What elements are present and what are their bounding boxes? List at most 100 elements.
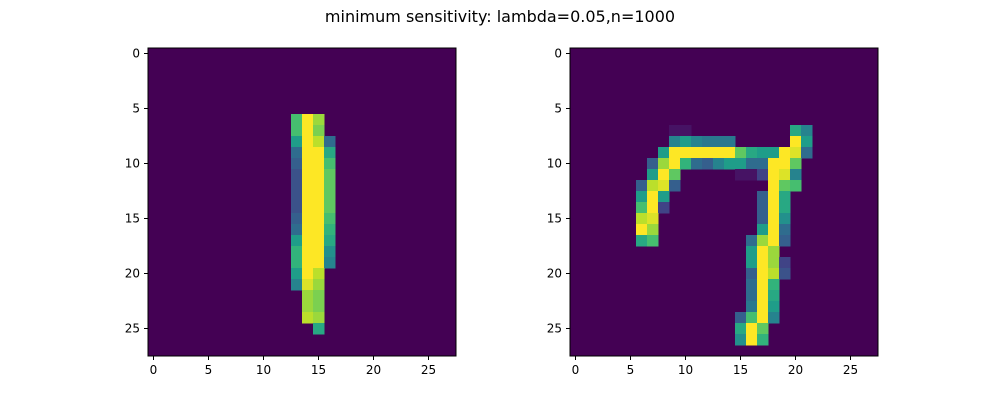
heatmap-cell bbox=[636, 213, 648, 225]
heatmap-cell bbox=[757, 147, 769, 159]
heatmap-cell bbox=[757, 213, 769, 225]
heatmap-cell bbox=[636, 202, 648, 214]
heatmap-cell bbox=[324, 191, 336, 203]
heatmap-cell bbox=[291, 180, 303, 192]
heatmap-cell bbox=[313, 114, 325, 126]
heatmap-cell bbox=[324, 224, 336, 236]
heatmap-cell bbox=[768, 147, 780, 159]
heatmap-cell bbox=[724, 158, 736, 170]
heatmap-cell bbox=[658, 191, 670, 203]
y-tick-label: 5 bbox=[554, 102, 562, 116]
heatmap-cell bbox=[779, 191, 791, 203]
heatmap-cell bbox=[757, 334, 769, 346]
heatmap-cell bbox=[735, 312, 747, 324]
heatmap-cell bbox=[302, 312, 314, 324]
x-tick-label: 0 bbox=[572, 363, 580, 377]
heatmap-cell bbox=[691, 147, 703, 159]
heatmap-cell bbox=[291, 158, 303, 170]
heatmap-cell bbox=[768, 180, 780, 192]
x-tick-label: 0 bbox=[150, 363, 158, 377]
heatmap-cell bbox=[313, 213, 325, 225]
x-tick-label: 5 bbox=[205, 363, 213, 377]
heatmap-cell bbox=[779, 180, 791, 192]
heatmap-cell bbox=[291, 169, 303, 181]
heatmap-cell bbox=[324, 169, 336, 181]
heatmap-cell bbox=[768, 169, 780, 181]
heatmap-cell bbox=[302, 268, 314, 280]
heatmap-cell bbox=[324, 136, 336, 148]
heatmap-cell bbox=[801, 136, 813, 148]
heatmap-cell bbox=[658, 158, 670, 170]
heatmap-cell bbox=[768, 235, 780, 247]
heatmap-cell bbox=[702, 136, 714, 148]
heatmap-cell bbox=[768, 158, 780, 170]
heatmap-cell bbox=[735, 147, 747, 159]
heatmap-cell bbox=[779, 147, 791, 159]
heatmap-cell bbox=[746, 290, 758, 302]
y-tick-label: 0 bbox=[132, 47, 140, 61]
x-tick-label: 5 bbox=[627, 363, 635, 377]
heatmap-cell bbox=[680, 136, 692, 148]
heatmap-cell bbox=[757, 169, 769, 181]
heatmap-cell bbox=[768, 301, 780, 313]
heatmap-cell bbox=[647, 180, 659, 192]
heatmap-cell bbox=[313, 257, 325, 269]
heatmap-cell bbox=[302, 169, 314, 181]
heatmap-cell bbox=[713, 147, 725, 159]
heatmap-cell bbox=[768, 202, 780, 214]
heatmap-cell bbox=[302, 147, 314, 159]
heatmap-cell bbox=[768, 191, 780, 203]
heatmap-cell bbox=[779, 235, 791, 247]
heatmap-cell bbox=[313, 169, 325, 181]
heatmap-cell bbox=[790, 169, 802, 181]
heatmap-cell bbox=[768, 312, 780, 324]
heatmap-cell bbox=[746, 147, 758, 159]
y-tick-label: 5 bbox=[132, 102, 140, 116]
y-tick-label: 15 bbox=[125, 212, 140, 226]
heatmap-cell bbox=[291, 224, 303, 236]
heatmap-cell bbox=[724, 136, 736, 148]
heatmap-cell bbox=[313, 136, 325, 148]
heatmap-cell bbox=[790, 180, 802, 192]
heatmap-cell bbox=[779, 257, 791, 269]
x-tick-label: 25 bbox=[843, 363, 858, 377]
heatmap-cell bbox=[647, 213, 659, 225]
right-heatmap-panel: 0 5 10 15 20 25 0 5 10 15 20 25 bbox=[547, 47, 879, 377]
heatmap-cell bbox=[302, 191, 314, 203]
heatmap-cell bbox=[324, 213, 336, 225]
x-tick-label: 10 bbox=[678, 363, 693, 377]
heatmap-cell bbox=[768, 213, 780, 225]
heatmap-cell bbox=[779, 224, 791, 236]
heatmap-cell bbox=[691, 136, 703, 148]
heatmap-cell bbox=[313, 323, 325, 335]
heatmap-cell bbox=[313, 290, 325, 302]
heatmap-cell bbox=[779, 158, 791, 170]
heatmap-cell bbox=[757, 279, 769, 291]
heatmap-cell bbox=[291, 246, 303, 258]
heatmap-background bbox=[570, 48, 878, 356]
axes-frame bbox=[147, 47, 457, 357]
heatmap-cell bbox=[302, 213, 314, 225]
heatmap-cell bbox=[324, 180, 336, 192]
heatmap-cell bbox=[291, 257, 303, 269]
heatmap-cell bbox=[291, 202, 303, 214]
x-tick-label: 15 bbox=[311, 363, 326, 377]
heatmap-cell bbox=[636, 191, 648, 203]
x-tick-label: 20 bbox=[788, 363, 803, 377]
heatmap-cell bbox=[790, 147, 802, 159]
heatmap-cell bbox=[302, 136, 314, 148]
heatmap-cell bbox=[757, 301, 769, 313]
heatmap-cell bbox=[669, 136, 681, 148]
heatmap-cell bbox=[647, 158, 659, 170]
heatmap-cell bbox=[302, 224, 314, 236]
heatmap-cell bbox=[669, 158, 681, 170]
heatmap-cell bbox=[746, 323, 758, 335]
heatmap-cell bbox=[291, 268, 303, 280]
y-tick-label: 20 bbox=[547, 267, 562, 281]
heatmap-cell bbox=[324, 147, 336, 159]
heatmap-cell bbox=[302, 158, 314, 170]
heatmap-cell bbox=[291, 213, 303, 225]
heatmap-cell bbox=[324, 202, 336, 214]
heatmap-cell bbox=[746, 279, 758, 291]
heatmap-cell bbox=[735, 323, 747, 335]
